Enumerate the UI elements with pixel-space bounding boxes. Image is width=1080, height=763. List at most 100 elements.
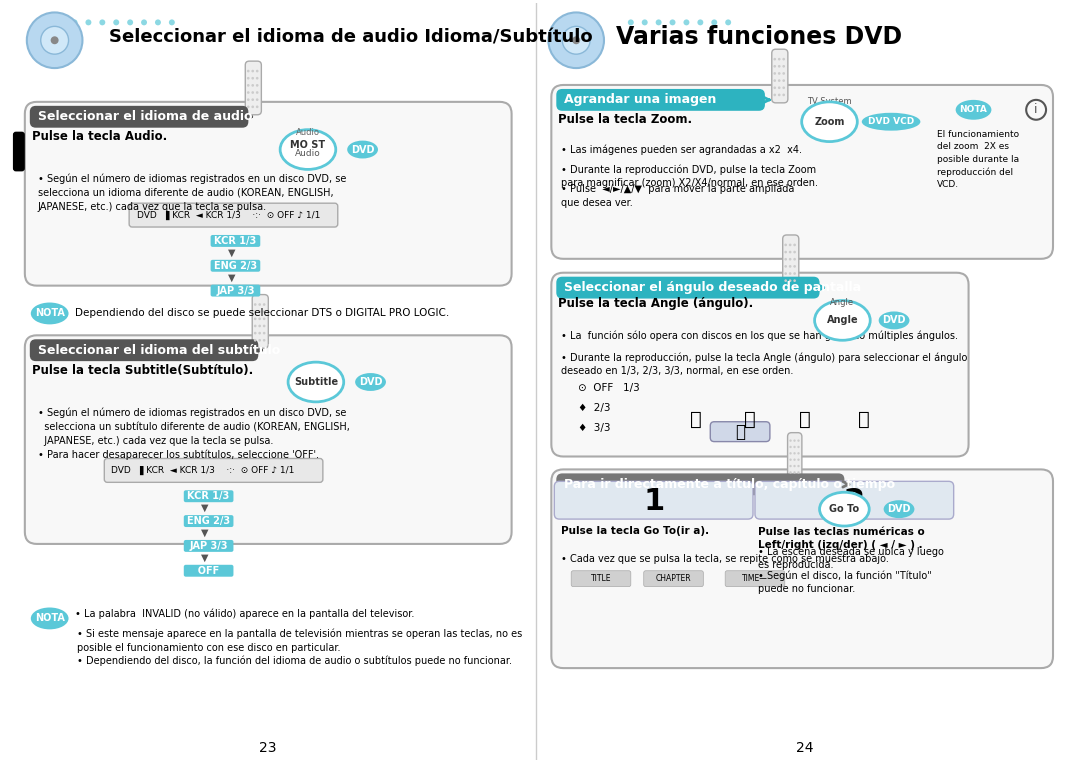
Circle shape [247,69,249,72]
Circle shape [262,311,266,313]
Text: El funcionamiento
del zoom  2X es
posible durante la
reproducción del
VCD.: El funcionamiento del zoom 2X es posible… [936,130,1018,189]
FancyBboxPatch shape [551,272,969,456]
Circle shape [247,91,249,94]
Text: Audio: Audio [295,149,321,158]
Text: Go To: Go To [829,504,860,514]
Text: • Durante la reproducción, pulse la tecla Angle (ángulo) para seleccionar el áng: • Durante la reproducción, pulse la tecl… [562,353,968,376]
Text: MO ST: MO ST [291,140,325,150]
Circle shape [789,446,792,448]
Text: Angle: Angle [826,315,859,325]
Circle shape [778,94,781,96]
Circle shape [254,317,257,320]
Circle shape [51,37,58,44]
Circle shape [778,72,781,75]
Circle shape [773,86,777,89]
FancyBboxPatch shape [571,571,631,587]
Circle shape [773,72,777,75]
FancyBboxPatch shape [13,132,25,172]
Circle shape [247,105,249,108]
Circle shape [788,272,792,275]
Circle shape [262,303,266,306]
Circle shape [773,94,777,96]
Text: NOTA: NOTA [35,613,65,623]
Ellipse shape [355,373,386,391]
Circle shape [258,324,261,327]
FancyBboxPatch shape [25,335,512,544]
Text: OFF: OFF [191,565,226,576]
Ellipse shape [280,130,336,169]
Text: Pulse la tecla Go To(ir a).: Pulse la tecla Go To(ir a). [562,526,710,536]
Circle shape [256,98,258,101]
Circle shape [789,439,792,442]
Text: Pulse la tecla Zoom.: Pulse la tecla Zoom. [558,113,692,126]
FancyBboxPatch shape [787,433,801,481]
Circle shape [252,105,254,108]
Circle shape [797,465,799,467]
Circle shape [258,303,261,306]
Circle shape [154,19,161,25]
Text: KCR 1/3: KCR 1/3 [214,236,257,246]
Circle shape [797,452,799,455]
Circle shape [788,279,792,282]
Circle shape [788,258,792,260]
Circle shape [247,77,249,79]
Text: Seleccionar el idioma de audio: Seleccionar el idioma de audio [38,111,253,124]
Text: Seleccionar el ángulo deseado de pantalla: Seleccionar el ángulo deseado de pantall… [564,281,862,294]
Text: Pulse las teclas numéricas o
Left/right (izq/der) ( ◄ / ► ) .: Pulse las teclas numéricas o Left/right … [758,527,924,550]
Text: • Durante la reproducción DVD, pulse la tecla Zoom
para magnificar (zoom) X2/X4/: • Durante la reproducción DVD, pulse la … [562,165,819,188]
Circle shape [778,86,781,89]
FancyBboxPatch shape [25,101,512,285]
Circle shape [262,317,266,320]
Text: 24: 24 [796,741,813,755]
FancyBboxPatch shape [30,106,248,127]
Ellipse shape [879,311,909,330]
FancyBboxPatch shape [556,473,845,495]
Circle shape [784,251,787,253]
Text: DVD: DVD [351,144,375,155]
Ellipse shape [347,140,378,159]
Circle shape [797,459,799,461]
Circle shape [782,94,785,96]
FancyBboxPatch shape [253,295,268,348]
Ellipse shape [883,501,915,518]
Text: 🌲: 🌲 [799,410,810,430]
Text: 23: 23 [259,741,276,755]
Circle shape [256,69,258,72]
FancyBboxPatch shape [184,515,233,527]
Text: ♦  3/3: ♦ 3/3 [578,423,610,433]
Circle shape [252,91,254,94]
FancyBboxPatch shape [783,235,799,288]
Text: • Si este mensaje aparece en la pantalla de televisión mientras se operan las te: • Si este mensaje aparece en la pantalla… [78,629,523,653]
FancyBboxPatch shape [211,235,260,247]
FancyBboxPatch shape [556,277,820,298]
Text: • Cada vez que se pulsa la tecla, se repite como se muestra abajo.: • Cada vez que se pulsa la tecla, se rep… [562,554,889,564]
Ellipse shape [820,492,869,526]
Text: Para ir directamente a título, capítulo o tiempo: Para ir directamente a título, capítulo … [564,478,895,491]
Circle shape [252,69,254,72]
Text: ENG 2/3: ENG 2/3 [214,261,257,271]
Circle shape [789,452,792,455]
Circle shape [789,465,792,467]
Circle shape [773,58,777,60]
FancyBboxPatch shape [772,49,788,103]
Circle shape [778,65,781,68]
Text: ▼: ▼ [228,272,235,282]
Text: • La palabra  INVALID (no válido) aparece en la pantalla del televisor.: • La palabra INVALID (no válido) aparece… [75,609,414,619]
Text: DVD: DVD [882,315,906,325]
Text: DVD: DVD [359,377,382,387]
Circle shape [794,452,796,455]
Circle shape [794,272,796,275]
FancyBboxPatch shape [245,61,261,114]
Circle shape [27,12,82,68]
Ellipse shape [814,301,870,340]
FancyBboxPatch shape [725,571,785,587]
FancyBboxPatch shape [755,481,954,519]
Circle shape [252,77,254,79]
Text: Audio: Audio [296,128,320,137]
Circle shape [784,243,787,246]
Circle shape [85,19,92,25]
Text: 🌲: 🌲 [859,410,870,430]
Text: KCR 1/3: KCR 1/3 [188,491,230,501]
Text: JAP 3/3: JAP 3/3 [216,285,255,295]
Text: ENG 2/3: ENG 2/3 [187,516,230,526]
